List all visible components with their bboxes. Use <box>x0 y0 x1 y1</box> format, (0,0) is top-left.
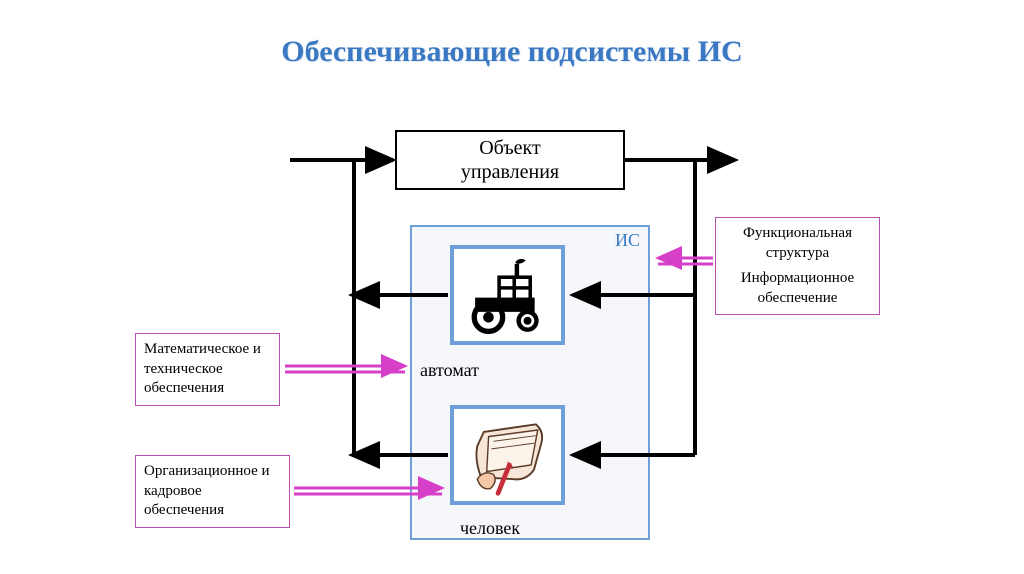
page-title: Обеспечивающие подсистемы ИС <box>0 35 1024 69</box>
object-line1: Объект <box>479 136 541 160</box>
info-support-text: Информационное обеспечение <box>724 269 871 308</box>
org-staff-text: Организационное и кадровое обеспечения <box>144 462 281 521</box>
automat-label: автомат <box>420 360 479 381</box>
human-box <box>450 405 565 505</box>
org-staff-box: Организационное и кадровое обеспечения <box>135 455 290 528</box>
func-info-box: Функциональная структура Информационное … <box>715 217 880 315</box>
papers-hand-icon <box>460 413 555 498</box>
tractor-icon <box>463 255 553 335</box>
object-line2: управления <box>461 160 559 184</box>
automat-box <box>450 245 565 345</box>
is-label: ИС <box>615 230 640 251</box>
func-struct-text: Функциональная структура <box>724 224 871 263</box>
math-tech-box: Математическое и техническое обеспечения <box>135 333 280 406</box>
math-tech-text: Математическое и техническое обеспечения <box>144 340 271 399</box>
object-box: Объект управления <box>395 130 625 190</box>
human-label: человек <box>460 518 520 539</box>
